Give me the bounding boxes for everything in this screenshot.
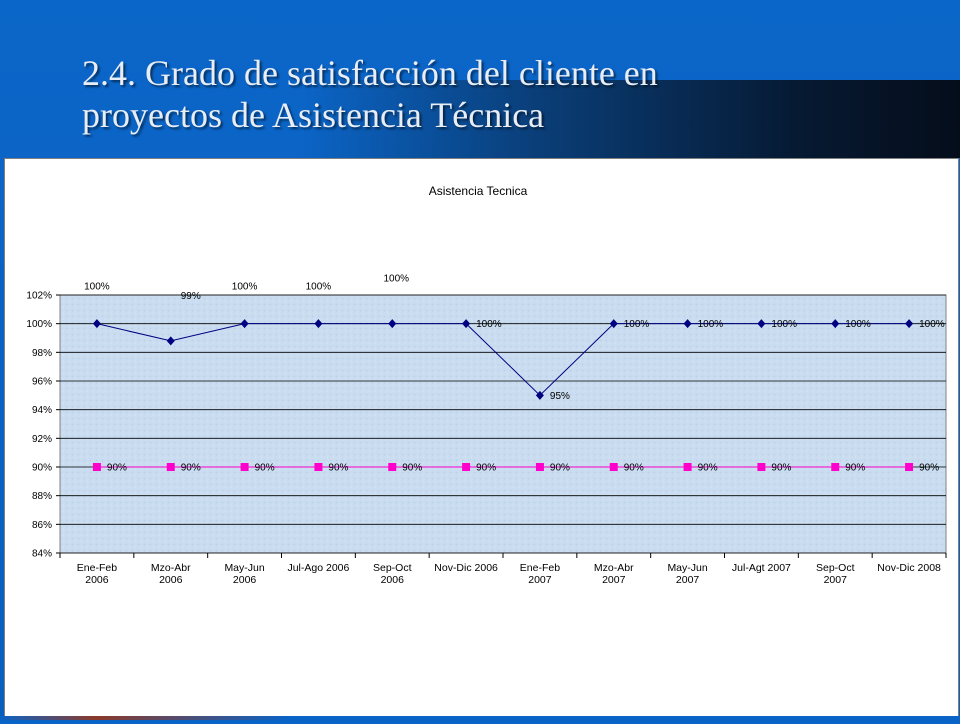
x-tick-label: Nov-Dic 2008 — [877, 562, 941, 574]
x-tick-label: May-Jun 2006 — [224, 562, 264, 586]
y-tick-label: 96% — [32, 377, 52, 388]
x-tick-label: Ene-Feb 2006 — [77, 562, 117, 586]
chart-title: Asistencia Tecnica — [429, 184, 528, 198]
x-tick-label: Mzo-Abr 2006 — [151, 562, 191, 586]
chart-panel: Asistencia Tecnica 84% 86% 88% 90% 92% 94% 96%… — [4, 158, 959, 720]
diamond-marker — [683, 319, 692, 329]
y-tick-label: 88% — [32, 491, 52, 502]
data-label: 100% — [771, 319, 797, 330]
y-tick-label: 102% — [26, 291, 52, 302]
slide-title-line-1: 2.4. Grado de satisfacción del cliente e… — [82, 53, 658, 93]
data-label: 90% — [771, 463, 791, 474]
data-label: 90% — [919, 463, 939, 474]
diamond-marker — [905, 319, 914, 329]
square-marker — [757, 463, 766, 471]
square-marker — [314, 463, 323, 471]
x-tick-label: Jul-Ago 2006 — [287, 562, 349, 574]
data-label: 100% — [84, 282, 110, 293]
square-marker — [462, 463, 471, 471]
slide-title-line-2: proyectos de Asistencia Técnica — [82, 95, 545, 135]
square-marker — [166, 463, 175, 471]
bottom-decoration-strip — [0, 716, 960, 720]
square-marker — [240, 463, 249, 471]
y-tick-label: 92% — [32, 434, 52, 445]
square-marker — [535, 463, 544, 471]
diamond-marker — [240, 319, 249, 329]
data-label: 100% — [306, 282, 332, 293]
slide-title: 2.4. Grado de satisfacción del cliente e… — [82, 52, 882, 136]
data-label: 90% — [845, 463, 865, 474]
square-marker — [905, 463, 914, 471]
data-label: 100% — [845, 319, 871, 330]
diamond-marker — [92, 319, 101, 329]
diamond-marker — [609, 319, 618, 329]
plot-area — [59, 294, 947, 554]
x-tick-label: Sep-Oct 2006 — [373, 562, 412, 586]
y-tick-label: 100% — [26, 319, 52, 330]
x-tick-label: Sep-Oct 2007 — [816, 562, 855, 586]
diamond-marker — [314, 319, 323, 329]
y-tick-label: 98% — [32, 348, 52, 359]
data-label: 100% — [919, 319, 945, 330]
data-label: 100% — [232, 282, 258, 293]
x-tick-label: Ene-Feb 2007 — [520, 562, 560, 586]
data-label: 90% — [402, 463, 422, 474]
data-label: 90% — [550, 463, 570, 474]
data-label: 90% — [624, 463, 644, 474]
x-tick-label: Jul-Agt 2007 — [732, 562, 791, 574]
y-tick-label: 84% — [32, 549, 52, 560]
diamond-marker — [462, 319, 471, 329]
square-marker — [609, 463, 618, 471]
diamond-marker — [388, 319, 397, 329]
diamond-marker — [831, 319, 840, 329]
y-tick-label: 94% — [32, 405, 52, 416]
x-tick-label: Mzo-Abr 2007 — [594, 562, 634, 586]
data-label: 99% — [181, 291, 201, 302]
series-line-1 — [96, 323, 910, 397]
square-marker — [388, 463, 397, 471]
data-label: 90% — [328, 463, 348, 474]
y-tick-label: 86% — [32, 520, 52, 531]
diamond-marker — [166, 336, 175, 346]
data-label: 100% — [476, 319, 502, 330]
diamond-marker — [535, 390, 544, 400]
data-label: 90% — [476, 463, 496, 474]
title-shadow-band — [300, 80, 960, 158]
y-tick-label: 90% — [32, 463, 52, 474]
data-label: 100% — [624, 319, 650, 330]
data-label: 90% — [181, 463, 201, 474]
square-marker — [683, 463, 692, 471]
data-label: 90% — [698, 463, 718, 474]
data-label: 100% — [698, 319, 724, 330]
x-tick-label: Nov-Dic 2006 — [434, 562, 498, 574]
diamond-marker — [757, 319, 766, 329]
data-label: 95% — [550, 391, 570, 402]
line-chart: Asistencia Tecnica 84% 86% 88% 90% 92% 94% 96%… — [26, 184, 947, 586]
square-marker — [92, 463, 101, 471]
x-tick-label: May-Jun 2007 — [667, 562, 707, 586]
data-label: 90% — [107, 463, 127, 474]
data-label: 90% — [255, 463, 275, 474]
square-marker — [831, 463, 840, 471]
data-label: 100% — [383, 274, 409, 285]
